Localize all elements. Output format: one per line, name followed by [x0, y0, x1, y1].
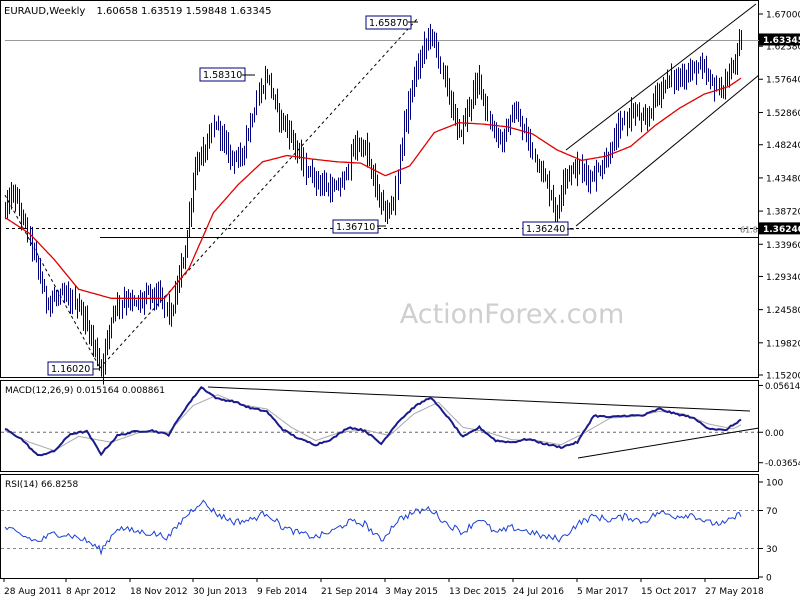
rsi-panel-frame [0, 474, 759, 579]
macd-series [4, 386, 742, 457]
chart-ohlc: 1.60658 1.63519 1.59848 1.63345 [97, 6, 272, 17]
macd-tick-label: 0.00 [765, 429, 784, 439]
fib-retrace-dashed-line-b [99, 17, 419, 369]
date-tick-label: 5 Mar 2017 [577, 587, 628, 597]
date-tick-label: 3 May 2015 [385, 587, 438, 597]
fib-retrace-dashed-line-a [4, 194, 101, 369]
rsi-title: RSI(14) 66.8258 [5, 480, 78, 490]
current-price-tag [759, 33, 800, 46]
price-tick-label: 1.19820 [766, 339, 800, 349]
date-tick-label: 21 Sep 2014 [321, 587, 378, 597]
price-tick-label: 1.24580 [766, 306, 800, 316]
macd-lower-trendline [577, 427, 760, 459]
price-axis: 1.67000 1.62380 1.57640 1.52860 1.48240 1.434… [740, 11, 800, 382]
rsi-tick-label: 70 [766, 507, 778, 517]
macd-panel-frame [0, 380, 759, 472]
macd-grid: 0.056148 0.00 -0.036548 [1, 382, 800, 469]
price-callout-label: 1.58310 [203, 70, 242, 81]
price-callout-label: 1.65870 [369, 18, 408, 29]
date-tick-label: 15 Oct 2017 [641, 587, 697, 597]
price-series [5, 23, 742, 385]
macd-title: MACD(12,26,9) 0.015164 0.008861 [5, 386, 165, 396]
macd-signal-line [4, 394, 742, 452]
macd-tick-label: -0.036548 [765, 459, 800, 469]
price-tick-label: 1.48240 [766, 141, 800, 151]
price-tick-label: 1.29340 [766, 273, 800, 283]
watermark-text: ActionForex.com [400, 299, 625, 330]
price-tick-label: 1.57640 [766, 76, 800, 86]
current-price-tag-label: 1.63345 [763, 36, 800, 46]
price-tick-label: 1.52860 [766, 109, 800, 119]
price-tick-label: 1.33960 [766, 241, 800, 251]
date-tick-label: 27 May 2018 [705, 587, 764, 597]
level-price-tag [759, 222, 800, 235]
rsi-tick-label: 100 [766, 479, 783, 489]
price-tick-label: 1.43480 [766, 174, 800, 184]
channel-lower-line [575, 74, 760, 227]
channel-upper-line [565, 3, 757, 151]
date-tick-label: 24 Jul 2016 [513, 587, 564, 597]
date-axis: 28 Aug 2011 8 Apr 2012 18 Nov 2012 30 Jun 2… [3, 578, 764, 597]
trend-lines [4, 3, 760, 369]
price-callout-label: 1.36240 [526, 224, 565, 235]
date-tick-label: 9 Feb 2014 [257, 587, 308, 597]
ma-line [4, 77, 742, 299]
macd-main-line [4, 386, 742, 457]
price-tick-label: 1.38720 [766, 208, 800, 218]
price-panel-frame [0, 0, 759, 378]
rsi-series [4, 499, 742, 556]
price-tick-label: 1.62380 [766, 43, 800, 53]
rsi-tick-label: 0 [766, 574, 772, 584]
rsi-tick-label: 30 [766, 545, 778, 555]
macd-tick-label: 0.056148 [765, 382, 800, 392]
svg-text:EURAUD,Weekly 1.60658 1.: EURAUD,Weekly 1.60658 1.63519 1.59848 1.… [4, 6, 271, 17]
date-tick-label: 30 Jun 2013 [193, 587, 247, 597]
price-callout-label: 1.16020 [51, 364, 90, 375]
date-tick-label: 18 Nov 2012 [130, 587, 188, 597]
macd-upper-trendline [207, 386, 751, 412]
moving-average [4, 77, 742, 299]
macd-trend-lines [207, 386, 760, 459]
price-tick-label: 1.15200 [766, 372, 800, 382]
price-callouts: 1.16020 1.58310 1.65870 1.36710 1.36240 [47, 15, 574, 376]
date-tick-label: 8 Apr 2012 [66, 587, 116, 597]
level-price-tag-label: 1.36240 [763, 225, 800, 235]
price-callout-label: 1.36710 [336, 222, 375, 233]
fib-618-label: 61.8 [740, 225, 758, 234]
chart-symbol: EURAUD,Weekly [4, 6, 85, 17]
price-tick-label: 1.67000 [766, 11, 800, 21]
date-tick-label: 28 Aug 2011 [4, 587, 62, 597]
date-tick-label: 13 Dec 2015 [449, 587, 507, 597]
rsi-grid: 100 70 30 0 [1, 479, 783, 584]
rsi-line [4, 499, 742, 556]
